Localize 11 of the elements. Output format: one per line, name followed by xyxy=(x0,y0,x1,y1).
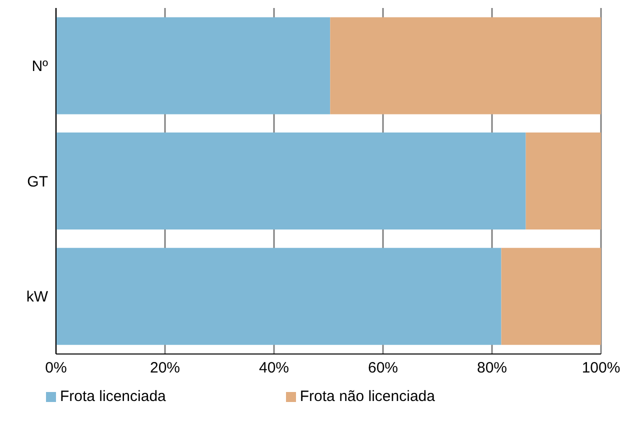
y-tick-label: kW xyxy=(26,288,49,306)
legend-label: Frota não licenciada xyxy=(300,388,435,405)
x-tick-label: 20% xyxy=(150,360,180,377)
x-tick-label: 80% xyxy=(476,360,508,377)
x-tick-label: 60% xyxy=(368,360,398,377)
x-tick-label: 40% xyxy=(258,360,290,377)
y-tick-label: Nº xyxy=(32,58,49,75)
x-tick-label: 100% xyxy=(582,360,620,377)
legend-label: Frota licenciada xyxy=(60,388,166,405)
x-tick-label: 0% xyxy=(45,360,67,377)
y-tick-label: GT xyxy=(27,173,48,190)
